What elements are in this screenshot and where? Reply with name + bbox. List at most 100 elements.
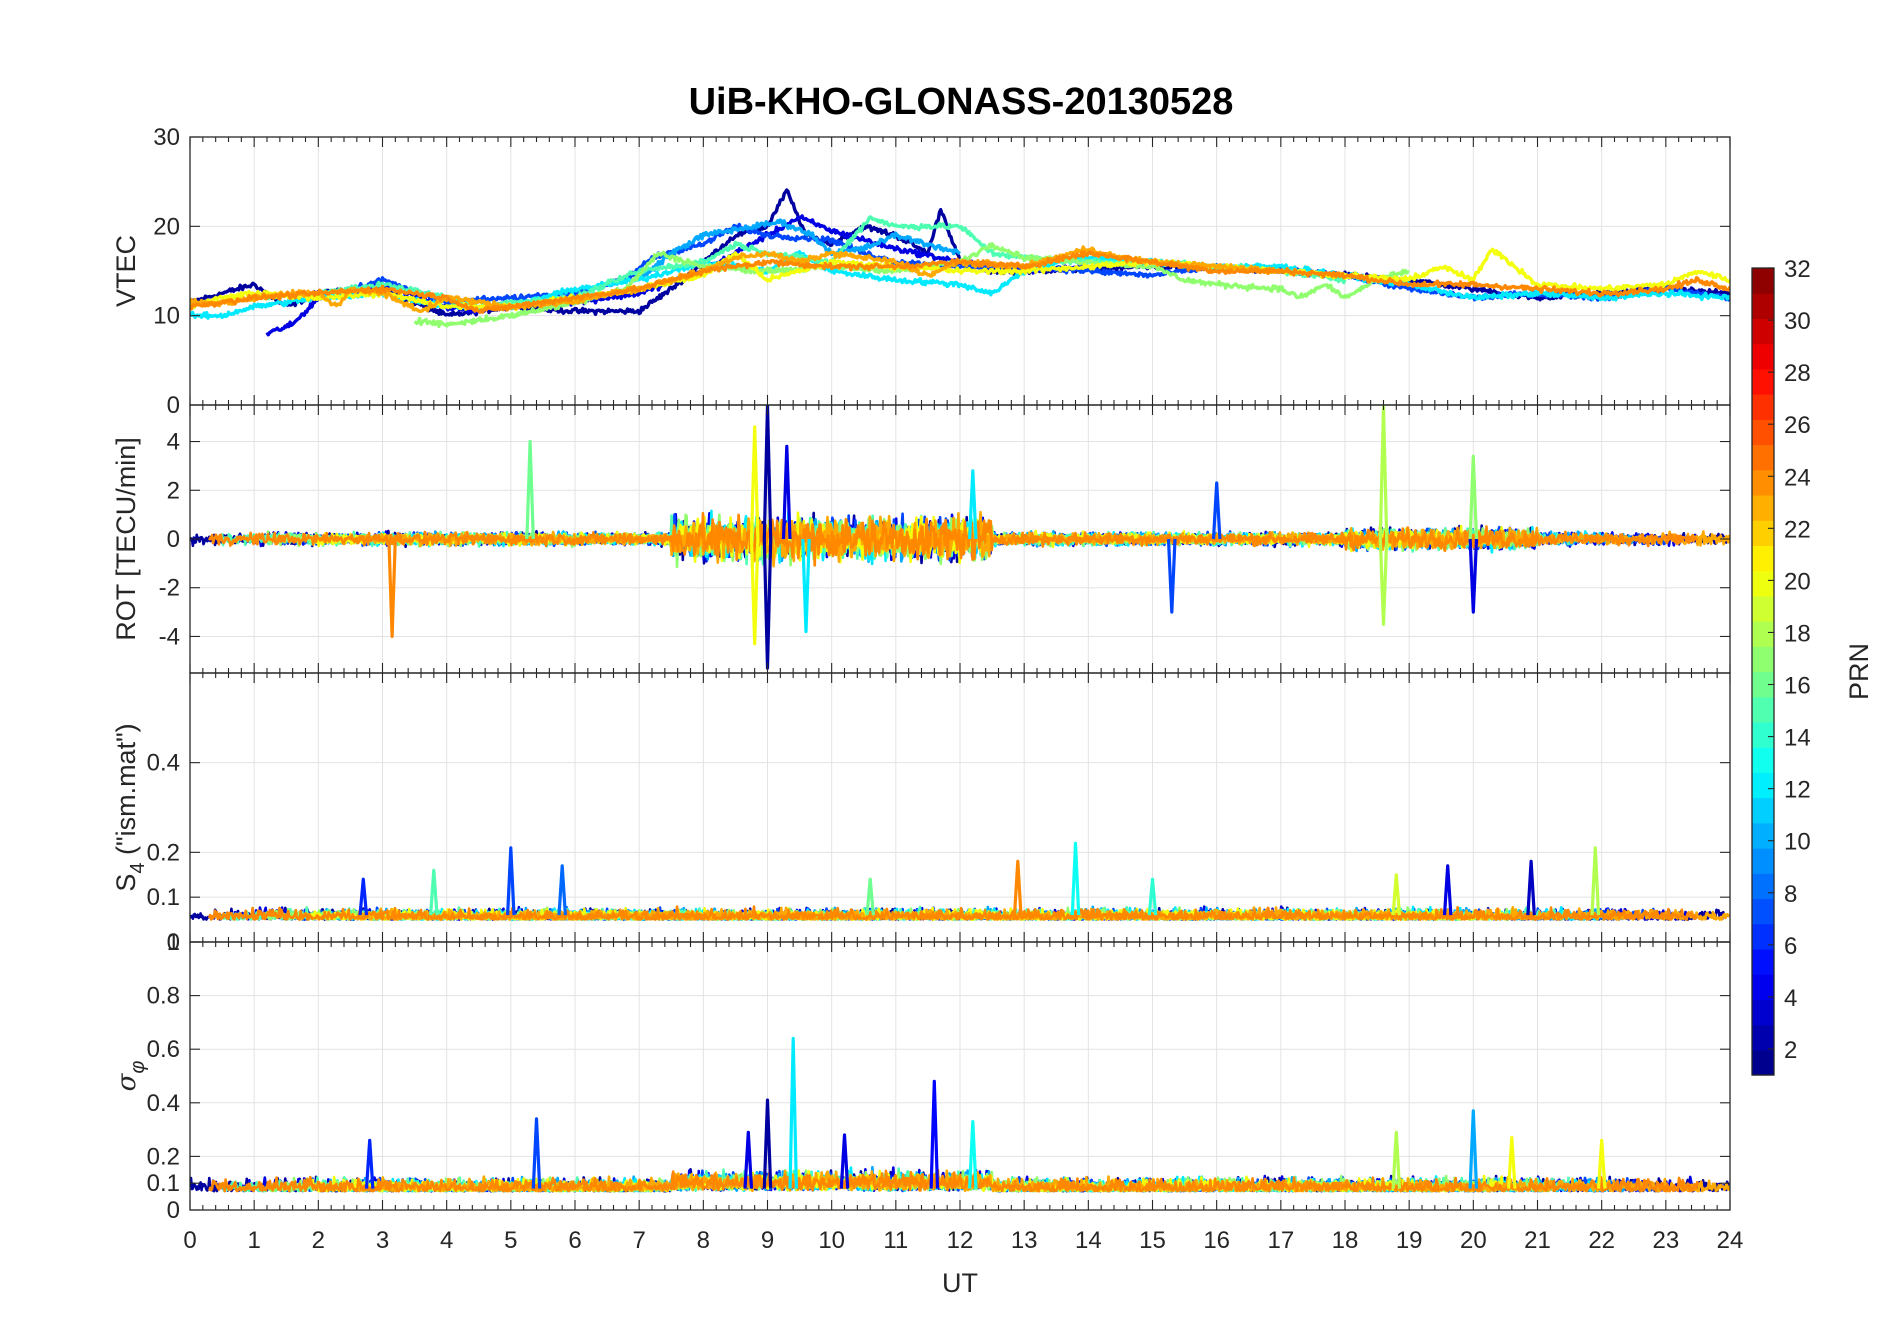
colorbar-segment [1752,873,1774,900]
spike-prn-24 [1012,859,1023,916]
spike-prn-12 [801,538,811,634]
colorbar-segment [1752,1049,1774,1076]
colorbar-segment [1752,923,1774,950]
x-tick-label: 14 [1075,1227,1102,1254]
colorbar-tick-label: 32 [1784,256,1811,283]
y-tick-label: 4 [167,429,180,456]
colorbar-segment [1752,671,1774,698]
x-tick-label: 18 [1332,1227,1359,1254]
y-axis-label-sub: 4 [127,863,149,874]
series-prn-24 [208,1168,1699,1193]
y-axis-label-sub: φ [127,1061,149,1074]
spike-prn-18 [1590,846,1601,916]
colorbar-segment [1752,570,1774,597]
colorbar-segment [1752,822,1774,849]
y-tick-label: 0.2 [147,839,180,866]
x-tick-label: 1 [247,1227,260,1254]
vtec-series-prn-24 [190,250,1730,314]
spike-prn-5 [929,1079,940,1189]
colorbar-segment [1752,898,1774,925]
spike-prn-16 [865,877,875,916]
colorbar-segment [1752,494,1774,521]
x-tick-label: 19 [1396,1227,1423,1254]
colorbar-tick-label: 24 [1784,464,1811,491]
spike-prn-2 [762,405,773,540]
spike-prn-20 [749,538,760,646]
x-tick-label: 3 [376,1227,389,1254]
spike-prn-8 [557,864,567,916]
colorbar-tick-label: 20 [1784,568,1811,595]
y-tick-label: 0.6 [147,1036,180,1063]
colorbar-segment [1752,545,1774,572]
spike-prn-15 [429,868,439,916]
colorbar-segment [1752,848,1774,874]
y-axis-label: S4 ("ism.mat") [111,723,149,891]
x-tick-label: 0 [183,1227,196,1254]
colorbar-tick-label: 8 [1784,881,1797,908]
colorbar-segment [1752,419,1774,446]
colorbar-segment [1752,999,1774,1026]
y-axis-label-main: σ [112,1072,142,1091]
spike-prn-7 [531,1117,542,1189]
spike-prn-19 [1391,873,1402,916]
x-tick-label: 17 [1267,1227,1294,1254]
colorbar-segment [1752,469,1774,496]
y-axis-label-main: S [111,874,141,892]
y-tick-label: 20 [153,213,180,240]
colorbar-tick-label: 6 [1784,933,1797,960]
spike-prn-3 [1526,859,1536,916]
colorbar-segment [1752,343,1774,370]
spike-prn-13 [968,1119,978,1189]
y-tick-label: 0 [167,929,180,956]
spike-prn-2 [762,1098,773,1189]
colorbar-segment [1752,293,1774,320]
spike-prn-12 [968,469,978,540]
x-tick-label: 5 [504,1227,517,1254]
colorbar-tick-label: 4 [1784,985,1797,1012]
colorbar-tick-label: 12 [1784,777,1811,804]
x-tick-label: 15 [1139,1227,1166,1254]
colorbar-segment [1752,268,1774,294]
x-tick-label: 6 [568,1227,581,1254]
colorbar-segment [1752,747,1774,773]
x-tick-label: 24 [1717,1227,1744,1254]
colorbar-segment [1752,772,1774,799]
y-tick-label: 0.4 [147,1090,180,1117]
x-tick-label: 21 [1524,1227,1551,1254]
series-prn-24 [208,511,1699,567]
y-tick-label: 10 [153,303,180,330]
panel-2: -4 -2 0 2 4 0 ROT [TECU/min] [111,392,1731,674]
spike-prn-13 [1070,841,1081,916]
x-tick-label: 8 [697,1227,710,1254]
spike-prn-20 [1507,1135,1517,1189]
panel-data [190,1036,1730,1193]
spike-prn-7 [1211,481,1222,540]
y-tick-label: 1 [167,929,180,956]
spike-prn-4 [781,444,792,540]
x-tick-label: 12 [947,1227,974,1254]
colorbar-segment [1752,318,1774,345]
spike-prn-20 [749,425,760,540]
x-tick-label: 20 [1460,1227,1487,1254]
colorbar-segment [1752,394,1774,420]
spike-prn-18 [1391,1130,1402,1189]
x-tick-label: 10 [818,1227,845,1254]
colorbar-tick-label: 18 [1784,620,1811,647]
panel-3: 00.10.20.4S4 ("ism.mat") [111,672,1731,956]
colorbar-segment [1752,721,1774,748]
y-tick-label: 0.8 [147,983,180,1010]
x-tick-label: 4 [440,1227,453,1254]
spike-prn-12 [788,1036,798,1189]
x-tick-label: 11 [883,1227,908,1254]
colorbar-tick-label: 26 [1784,412,1811,439]
x-axis: 0 1 2 3 4 5 6 7 8 9 10 11 12 13 14 15 16 17 18 19 20 21 22 23 24 [183,1227,1743,1254]
x-tick-label: 23 [1652,1227,1679,1254]
y-tick-label: -4 [159,623,180,650]
colorbar-segment [1752,974,1774,1000]
y-tick-label: 0.1 [147,1170,180,1197]
panel-data [190,188,1730,337]
colorbar-tick-label: 30 [1784,308,1811,335]
x-axis-label: UT [942,1268,978,1298]
spike-prn-14 [1147,877,1158,916]
